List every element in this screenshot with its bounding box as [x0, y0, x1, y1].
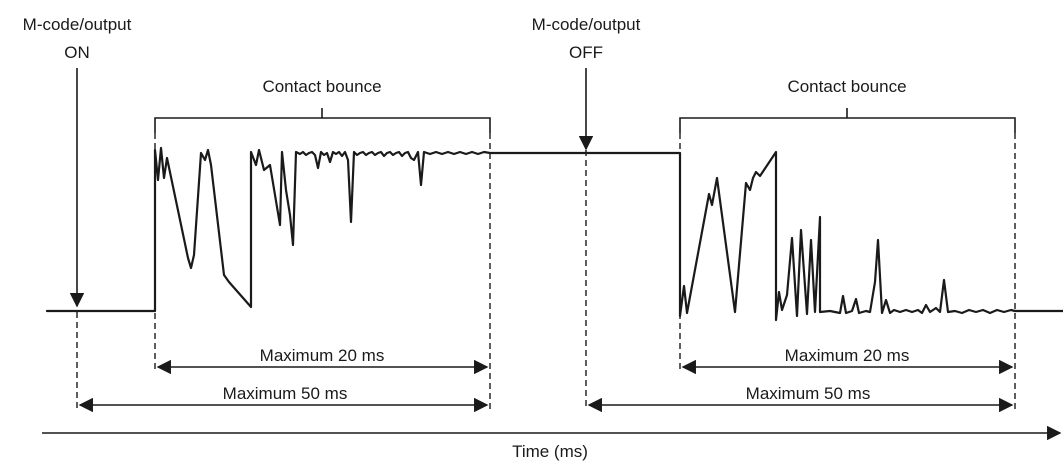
bounce-on-bracket: [154, 108, 491, 133]
event-off-label-line2: OFF: [569, 43, 603, 62]
max50-on-label: Maximum 50 ms: [223, 384, 348, 403]
event-off-label-line1: M-code/output: [532, 15, 641, 34]
bounce-off-label: Contact bounce: [787, 77, 906, 96]
max50-off-label: Maximum 50 ms: [746, 384, 871, 403]
signal-waveform: [45, 146, 1063, 322]
max20-off-label: Maximum 20 ms: [785, 346, 910, 365]
event-on-label-line1: M-code/output: [23, 15, 132, 34]
bounce-off-bracket: [679, 108, 1016, 133]
max20-on-label: Maximum 20 ms: [260, 346, 385, 365]
time-axis-label: Time (ms): [512, 442, 588, 461]
bounce-on-label: Contact bounce: [262, 77, 381, 96]
event-on-label-line2: ON: [64, 43, 90, 62]
